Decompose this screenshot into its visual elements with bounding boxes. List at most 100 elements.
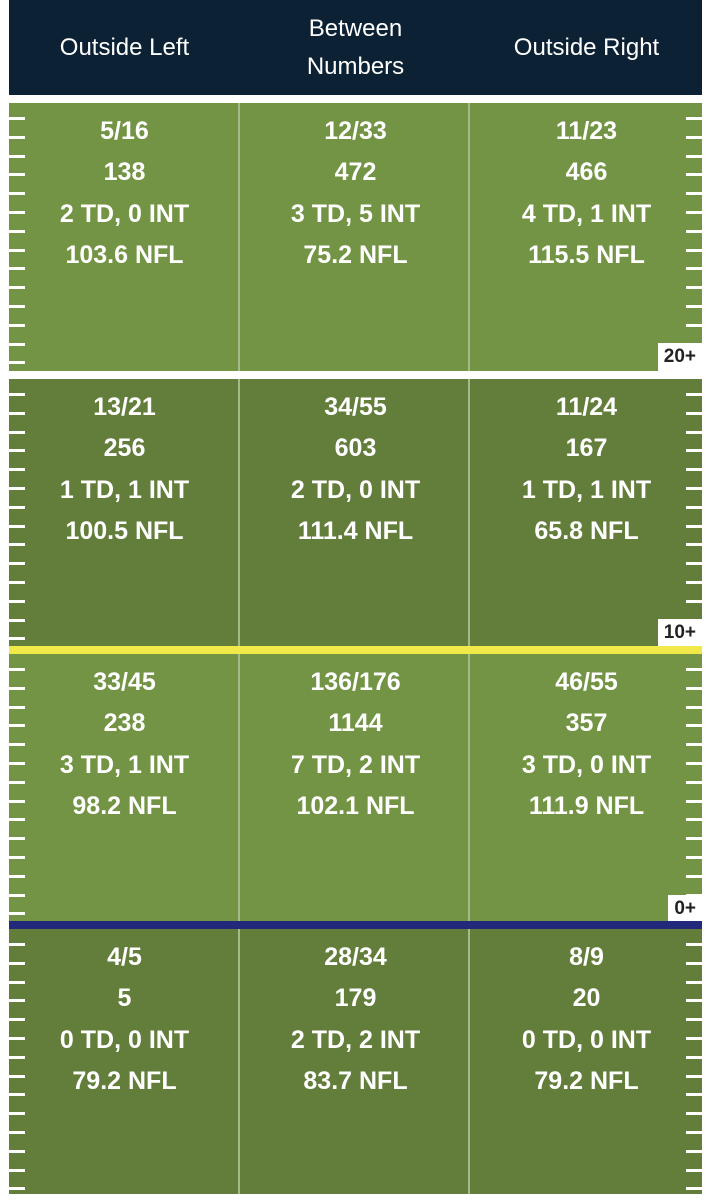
stat-comp: 4/5 — [107, 943, 142, 971]
stat-tdint: 0 TD, 0 INT — [59, 1025, 190, 1054]
hash-mark — [9, 117, 25, 120]
stat-cell-between-numbers: 28/34 179 2 TD, 2 INT 83.7 NFL — [240, 929, 471, 1194]
column-divider — [238, 929, 240, 1194]
stat-tdint: 2 TD, 0 INT — [59, 199, 190, 228]
hash-mark — [9, 562, 25, 566]
stat-cell-outside-right: 8/9 20 0 TD, 0 INT 79.2 NFL — [471, 929, 702, 1194]
stat-yards: 256 — [103, 434, 146, 463]
hash-mark — [9, 1093, 25, 1097]
column-divider — [468, 654, 470, 923]
stat-yards: 603 — [334, 434, 377, 463]
hash-mark — [686, 999, 702, 1003]
hash-mark — [9, 743, 25, 747]
hash-mark — [686, 1093, 702, 1097]
stat-yards: 1144 — [328, 709, 383, 738]
stat-cell-between-numbers: 34/55 603 2 TD, 0 INT 111.4 NFL — [240, 379, 471, 647]
hash-mark — [9, 1055, 25, 1059]
hash-mark — [9, 799, 25, 803]
hash-mark — [686, 449, 702, 453]
hash-mark — [686, 762, 702, 765]
depth-badge: 10+ — [657, 619, 702, 647]
hash-mark — [686, 248, 702, 252]
hash-mark — [9, 637, 25, 641]
hash-mark — [686, 211, 702, 214]
hash-mark — [9, 135, 25, 139]
stat-rating: 98.2 NFL — [72, 791, 177, 820]
hash-mark — [686, 393, 702, 396]
hash-mark — [9, 487, 25, 490]
stat-comp: 11/23 — [555, 117, 618, 145]
stat-tdint: 3 TD, 1 INT — [59, 750, 190, 779]
stat-rating: 102.1 NFL — [296, 791, 415, 820]
stat-tdint: 3 TD, 0 INT — [521, 750, 652, 779]
hash-mark — [9, 686, 25, 690]
stat-rating: 75.2 NFL — [303, 240, 408, 269]
field-zone: 5/16 138 2 TD, 0 INT 103.6 NFL 12/33 472 3 TD,… — [9, 103, 702, 371]
hash-mark — [686, 1131, 702, 1134]
hash-mark — [686, 229, 702, 233]
stat-yards: 357 — [565, 709, 608, 738]
hash-mark — [9, 267, 25, 271]
hash-mark — [9, 342, 25, 346]
hash-mark — [686, 581, 702, 584]
hash-mark — [686, 173, 702, 177]
hash-mark — [9, 449, 25, 453]
hash-mark — [9, 393, 25, 396]
column-divider — [238, 654, 240, 923]
hash-mark — [686, 780, 702, 784]
depth-badge: 20+ — [657, 343, 702, 371]
hash-mark — [686, 1187, 702, 1191]
hash-mark — [9, 543, 25, 547]
stat-rating: 79.2 NFL — [72, 1066, 177, 1095]
hash-mark — [686, 117, 702, 120]
stat-rating: 79.2 NFL — [534, 1066, 639, 1095]
depth-badge: 0+ — [668, 895, 702, 923]
hash-mark — [686, 305, 702, 308]
stat-yards: 238 — [103, 709, 146, 738]
hash-mark — [9, 780, 25, 784]
hash-mark — [9, 724, 25, 728]
hash-mark — [686, 411, 702, 415]
hash-mark — [9, 893, 25, 897]
stat-comp: 8/9 — [569, 943, 604, 971]
hash-mark — [686, 686, 702, 690]
stat-comp: 28/34 — [324, 943, 387, 971]
stat-tdint: 1 TD, 1 INT — [521, 475, 652, 504]
field-zone: 13/21 256 1 TD, 1 INT 100.5 NFL 34/55 603 2 TD… — [9, 379, 702, 647]
hash-mark — [9, 1018, 25, 1022]
hash-mark — [686, 543, 702, 547]
stat-yards: 20 — [572, 984, 601, 1013]
stat-tdint: 7 TD, 2 INT — [290, 750, 421, 779]
hash-mark — [686, 154, 702, 158]
hash-mark — [686, 192, 702, 196]
hash-mark — [686, 980, 702, 984]
stat-rating: 115.5 NFL — [528, 240, 645, 269]
hash-mark — [9, 1149, 25, 1153]
hash-mark — [686, 668, 702, 671]
hash-mark — [686, 505, 702, 509]
stat-comp: 11/24 — [555, 393, 618, 421]
hash-mark — [9, 668, 25, 671]
stat-comp: 46/55 — [555, 668, 618, 696]
stat-tdint: 4 TD, 1 INT — [521, 199, 652, 228]
hash-mark — [9, 505, 25, 509]
hash-mark — [9, 286, 25, 290]
line-of-scrimmage — [9, 921, 702, 929]
hash-mark — [686, 874, 702, 878]
hash-mark — [686, 562, 702, 566]
stat-cell-outside-left: 4/5 5 0 TD, 0 INT 79.2 NFL — [9, 929, 240, 1194]
hash-mark — [9, 524, 25, 528]
hash-mark — [9, 961, 25, 965]
hash-mark — [686, 468, 702, 472]
hash-mark — [686, 267, 702, 271]
stat-tdint: 2 TD, 2 INT — [290, 1025, 421, 1054]
hash-mark — [686, 599, 702, 603]
stat-rating: 100.5 NFL — [65, 516, 184, 545]
header-between-line1: Between — [308, 14, 403, 42]
hash-mark — [9, 1187, 25, 1191]
hash-mark — [9, 1037, 25, 1040]
hash-mark — [9, 762, 25, 765]
column-divider — [468, 379, 470, 647]
stat-tdint: 2 TD, 0 INT — [290, 475, 421, 504]
hash-mark — [9, 323, 25, 327]
